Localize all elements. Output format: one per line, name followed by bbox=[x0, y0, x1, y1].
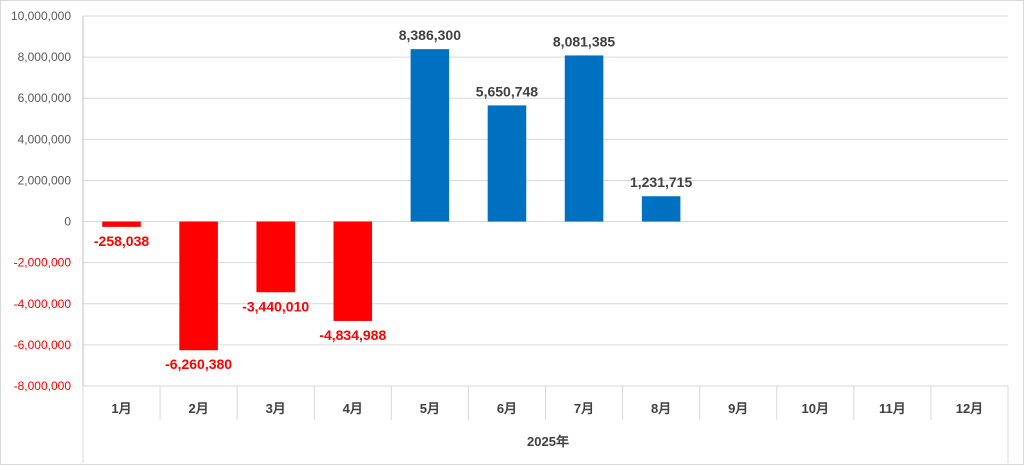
y-tick-label: 6,000,000 bbox=[18, 91, 72, 105]
data-label: -6,260,380 bbox=[165, 356, 232, 372]
x-group-label: 2025年 bbox=[527, 434, 569, 449]
data-label: 8,386,300 bbox=[399, 27, 461, 43]
data-label: 1,231,715 bbox=[630, 174, 692, 190]
bar bbox=[410, 49, 450, 222]
bar bbox=[256, 221, 295, 293]
y-tick-label: 10,000,000 bbox=[11, 9, 71, 23]
data-labels: -258,038 -6,260,380 -3,440,010 -4,834,988 8,… bbox=[94, 27, 693, 372]
y-tick-label: 0 bbox=[64, 215, 71, 229]
x-tick-label: 7月 bbox=[574, 401, 594, 416]
x-tick-label: 6月 bbox=[497, 401, 517, 416]
data-label: 5,650,748 bbox=[476, 83, 538, 99]
data-label: -258,038 bbox=[94, 233, 149, 249]
bar bbox=[102, 221, 141, 227]
x-tick-label: 12月 bbox=[956, 401, 983, 416]
bar bbox=[333, 221, 373, 321]
y-tick-label: -2,000,000 bbox=[14, 256, 72, 270]
x-tick-label: 2月 bbox=[189, 401, 209, 416]
y-tick-label: 8,000,000 bbox=[18, 50, 72, 64]
bar bbox=[564, 55, 604, 222]
axes: 10,000,000 8,000,000 6,000,000 4,000,000 2,0… bbox=[11, 9, 1009, 463]
y-tick-label: 4,000,000 bbox=[18, 132, 72, 146]
y-tick-label: -4,000,000 bbox=[14, 297, 72, 311]
x-tick-label: 3月 bbox=[266, 401, 286, 416]
gridlines bbox=[83, 15, 1008, 387]
y-tick-label: -8,000,000 bbox=[14, 379, 72, 393]
bar bbox=[179, 221, 218, 351]
data-label: 8,081,385 bbox=[553, 33, 615, 49]
bars bbox=[102, 49, 681, 351]
data-label: -3,440,010 bbox=[242, 298, 309, 314]
x-tick-label: 8月 bbox=[651, 401, 671, 416]
x-tick-label: 5月 bbox=[420, 401, 440, 416]
x-tick-label: 4月 bbox=[343, 401, 363, 416]
x-tick-label: 10月 bbox=[802, 401, 829, 416]
data-label: -4,834,988 bbox=[319, 327, 386, 343]
y-tick-label: -6,000,000 bbox=[14, 338, 72, 352]
bar bbox=[487, 105, 527, 222]
y-tick-label: 2,000,000 bbox=[18, 173, 72, 187]
bar bbox=[641, 196, 681, 222]
x-tick-label: 11月 bbox=[879, 401, 906, 416]
x-tick-label: 1月 bbox=[111, 401, 131, 416]
x-tick-label: 9月 bbox=[728, 401, 748, 416]
